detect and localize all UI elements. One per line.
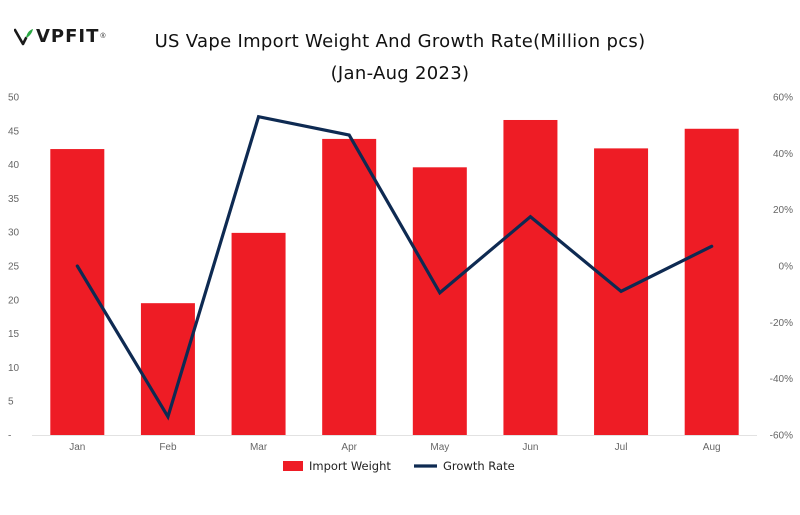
chart-title: US Vape Import Weight And Growth Rate(Mi… bbox=[154, 31, 646, 52]
x-tick-label: May bbox=[430, 442, 449, 453]
x-tick-label: Apr bbox=[341, 442, 357, 453]
x-tick-label: Mar bbox=[250, 442, 268, 453]
y-left-tick-label: 50 bbox=[8, 93, 20, 104]
y-right-tick-label: 20% bbox=[773, 205, 793, 216]
y-right-tick-label: 40% bbox=[773, 149, 793, 160]
x-tick-label: Jan bbox=[69, 442, 85, 453]
bar-import-weight bbox=[322, 138, 377, 436]
y-left-tick-label: - bbox=[8, 431, 11, 442]
y-left-tick-label: 25 bbox=[8, 262, 20, 273]
brand-reg-mark: ® bbox=[100, 33, 106, 40]
leaf-v-icon bbox=[14, 28, 33, 45]
y-right-tick-label: 0% bbox=[779, 262, 794, 273]
legend-label-growth-rate: Growth Rate bbox=[443, 459, 515, 473]
bar-import-weight bbox=[503, 119, 558, 435]
bar-import-weight bbox=[50, 149, 105, 435]
y-left-tick-label: 35 bbox=[8, 194, 20, 205]
brand-logo: VPFIT ® bbox=[14, 26, 106, 47]
legend-label-import-weight: Import Weight bbox=[309, 459, 391, 473]
y-left-tick-label: 15 bbox=[8, 329, 20, 340]
x-tick-label: Jul bbox=[615, 442, 628, 453]
bar-import-weight bbox=[231, 232, 286, 435]
x-tick-label: Aug bbox=[703, 442, 721, 453]
y-right-tick-label: -20% bbox=[770, 318, 793, 329]
y-left-tick-label: 20 bbox=[8, 295, 20, 306]
y-left-tick-label: 40 bbox=[8, 160, 20, 171]
bar-import-weight bbox=[684, 128, 739, 435]
y-right-tick-label: -40% bbox=[770, 374, 793, 385]
chart-subtitle: (Jan-Aug 2023) bbox=[330, 63, 470, 84]
y-right-tick-label: -60% bbox=[770, 431, 793, 442]
y-left-tick-label: 30 bbox=[8, 228, 20, 239]
y-left-tick-label: 5 bbox=[8, 397, 14, 408]
x-tick-label: Feb bbox=[159, 442, 177, 453]
y-left-tick-label: 45 bbox=[8, 126, 20, 137]
legend-swatch-import-weight bbox=[283, 461, 303, 471]
y-right-tick-label: 60% bbox=[773, 93, 793, 104]
x-tick-label: Jun bbox=[522, 442, 538, 453]
bar-import-weight bbox=[412, 167, 467, 435]
line-growth-rate bbox=[75, 114, 714, 421]
brand-name: VPFIT bbox=[36, 26, 100, 47]
y-left-tick-label: 10 bbox=[8, 363, 20, 374]
